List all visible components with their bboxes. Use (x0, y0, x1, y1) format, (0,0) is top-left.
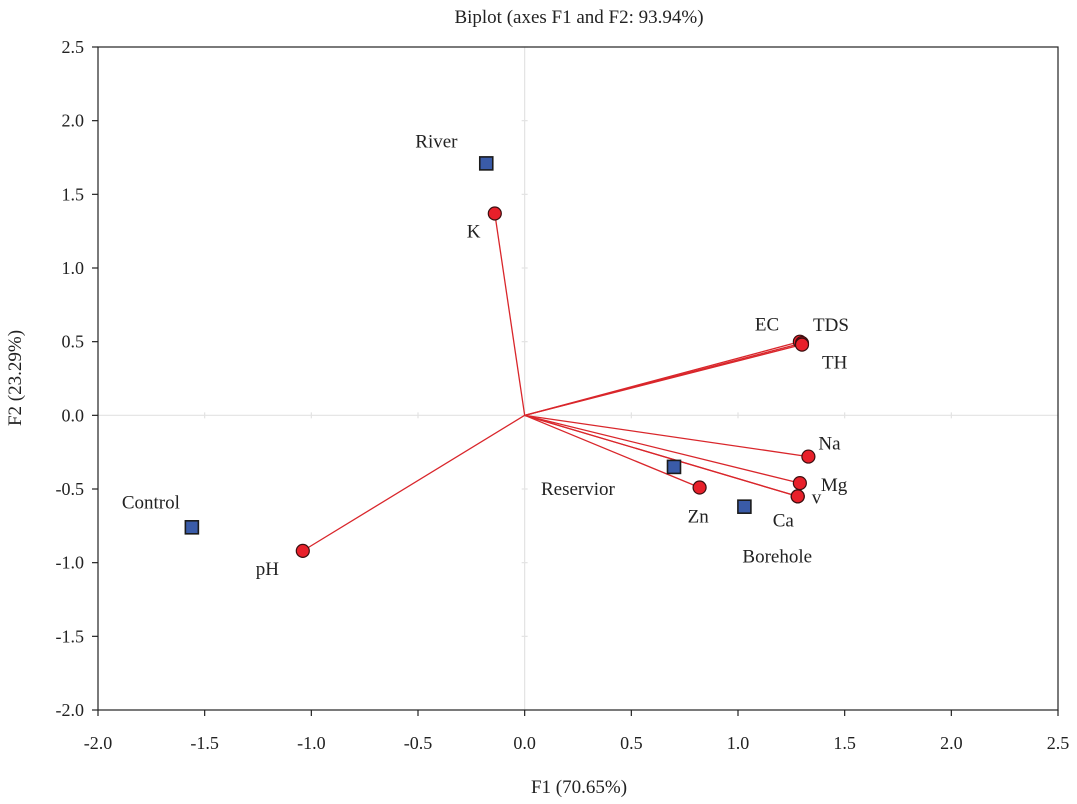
point-label-borehole: Borehole (742, 547, 812, 568)
y-axis-title: F2 (23.29%) (5, 330, 26, 426)
point-label-ca: Ca (773, 510, 795, 531)
variable-point-na (801, 449, 816, 464)
variable-point-th (794, 337, 810, 352)
plot-frame (97, 46, 1059, 711)
point-label-ph: pH (256, 559, 279, 580)
y-tick-label: -2.0 (56, 700, 85, 720)
point-label-ec: EC (755, 315, 779, 336)
x-tick-label: 0.5 (620, 733, 643, 753)
vector-line-zn (524, 414, 700, 489)
x-tick-label: 0.0 (513, 733, 536, 753)
variable-point-zn (692, 480, 707, 495)
point-label-tds: TDS (813, 315, 849, 336)
x-tick-label: 2.5 (1047, 733, 1070, 753)
zero-grid-lines (97, 46, 1059, 711)
x-tick-label: -0.5 (404, 733, 433, 753)
variable-point-ca (790, 489, 805, 504)
variable-point-ph (295, 543, 310, 558)
data-points (184, 156, 816, 558)
chart-title: Biplot (axes F1 and F2: 93.94%) (454, 7, 703, 28)
variable-vectors (302, 213, 809, 552)
x-tick-label: -2.0 (84, 733, 113, 753)
observation-point-reservior (666, 459, 682, 475)
y-tick-label: 1.0 (62, 258, 85, 278)
point-label-th: TH (822, 353, 848, 374)
x-tick-label: 2.0 (940, 733, 963, 753)
observation-point-river (478, 156, 494, 171)
x-tick-label: -1.5 (190, 733, 219, 753)
x-tick-label: -1.0 (297, 733, 326, 753)
observation-point-control (184, 520, 200, 535)
point-label-control: Control (122, 492, 180, 513)
point-label-reservior: Reservior (541, 479, 616, 500)
point-label-mg: Mg (821, 475, 848, 496)
observation-point-borehole (737, 499, 752, 514)
y-tick-label: -1.5 (56, 626, 85, 646)
y-tick-label: 0.0 (62, 405, 85, 425)
x-axis-title: F1 (70.65%) (531, 777, 627, 798)
y-tick-label: 2.0 (62, 111, 85, 131)
point-labels: K EC TDS TH Na Mgv Ca Zn pH River Control Reservior… (122, 131, 849, 579)
point-label-river: River (415, 131, 458, 152)
vector-line-mg (524, 414, 801, 484)
y-tick-label: -1.0 (56, 553, 85, 573)
y-tick-label: 1.5 (62, 184, 85, 204)
vector-line-ph (302, 414, 526, 552)
point-label-v: v (812, 487, 822, 508)
x-tick-label: 1.0 (727, 733, 750, 753)
point-label-zn: Zn (688, 507, 710, 528)
vector-line-ca (524, 414, 798, 497)
variable-point-k (487, 206, 502, 221)
vector-line-na (524, 414, 809, 458)
y-tick-label: -0.5 (56, 479, 85, 499)
vector-line-th (524, 343, 803, 416)
plot-axes: -2.0 -1.5 -1.0 -0.5 0.0 0.5 1.0 1.5 2.0 2.5 -2.0 -1… (56, 37, 1070, 753)
point-label-na: Na (818, 434, 841, 455)
y-tick-label: 0.5 (62, 332, 85, 352)
y-tick-label: 2.5 (62, 37, 85, 57)
vector-line-k (494, 213, 526, 416)
point-label-k: K (467, 221, 481, 242)
variable-point-mg (792, 476, 807, 491)
x-tick-label: 1.5 (833, 733, 856, 753)
